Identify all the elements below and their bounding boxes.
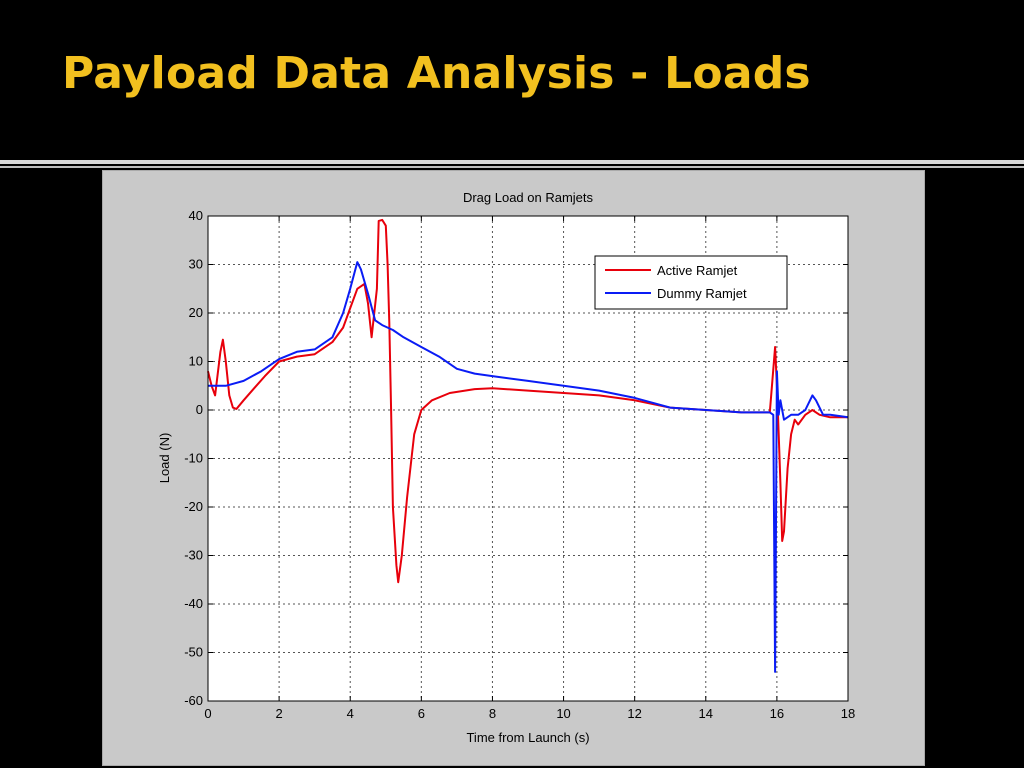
x-tick-label: 2 bbox=[275, 706, 282, 721]
y-tick-label: 20 bbox=[189, 305, 203, 320]
matlab-figure: 0 2 4 6 8 10 12 14 16 18 40 30 20 10 0 -10 -20 -30 -40 -50 -… bbox=[102, 170, 925, 766]
y-tick-label: -50 bbox=[184, 645, 203, 660]
chart-title: Drag Load on Ramjets bbox=[463, 190, 594, 205]
x-axis-label: Time from Launch (s) bbox=[466, 730, 589, 745]
axis-ticks: 0 2 4 6 8 10 12 14 16 18 40 30 20 10 0 -10 -20 -30 -40 -50 -… bbox=[184, 208, 855, 721]
y-tick-label: 0 bbox=[196, 402, 203, 417]
y-tick-label: 40 bbox=[189, 208, 203, 223]
legend-label-dummy-ramjet: Dummy Ramjet bbox=[657, 286, 747, 301]
series-line-active-ramjet bbox=[207, 218, 848, 584]
x-tick-label: 0 bbox=[204, 706, 211, 721]
y-tick-label: -60 bbox=[184, 693, 203, 708]
x-tick-label: 6 bbox=[418, 706, 425, 721]
header-divider bbox=[0, 160, 1024, 164]
x-tick-label: 10 bbox=[556, 706, 570, 721]
series-lines bbox=[207, 218, 849, 673]
x-tick-label: 4 bbox=[347, 706, 354, 721]
y-tick-label: -10 bbox=[184, 451, 203, 466]
legend: Active Ramjet Dummy Ramjet bbox=[594, 255, 788, 310]
x-tick-label: 16 bbox=[770, 706, 784, 721]
y-tick-label: 10 bbox=[189, 354, 203, 369]
series-line-dummy-ramjet bbox=[208, 261, 849, 673]
slide-header: Payload Data Analysis - Loads bbox=[0, 0, 1024, 160]
legend-box bbox=[594, 255, 788, 310]
drag-load-chart: 0 2 4 6 8 10 12 14 16 18 40 30 20 10 0 -10 -20 -30 -40 -50 -… bbox=[157, 190, 855, 745]
y-axis-label: Load (N) bbox=[157, 433, 172, 484]
x-tick-label: 12 bbox=[627, 706, 641, 721]
y-tick-label: -20 bbox=[184, 499, 203, 514]
header-divider-thin bbox=[0, 166, 1024, 168]
y-tick-label: 30 bbox=[189, 257, 203, 272]
x-tick-label: 18 bbox=[841, 706, 855, 721]
x-tick-label: 8 bbox=[489, 706, 496, 721]
y-tick-label: -40 bbox=[184, 596, 203, 611]
x-tick-label: 14 bbox=[699, 706, 713, 721]
legend-label-active-ramjet: Active Ramjet bbox=[657, 263, 738, 278]
slide-title: Payload Data Analysis - Loads bbox=[62, 48, 811, 99]
y-tick-label: -30 bbox=[184, 548, 203, 563]
